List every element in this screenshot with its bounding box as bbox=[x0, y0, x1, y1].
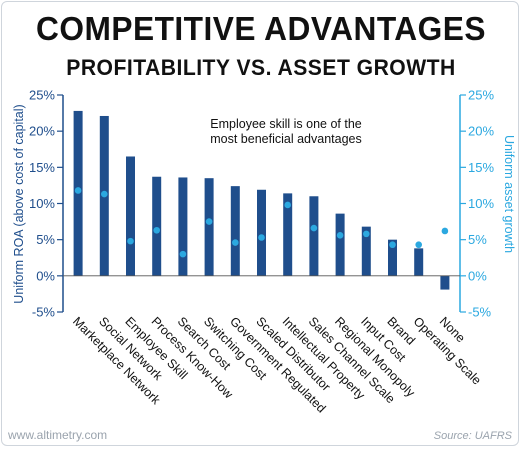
asset-growth-point bbox=[205, 218, 213, 225]
left-tick-label: 10% bbox=[29, 196, 55, 211]
right-axis-label: Uniform asset growth bbox=[502, 135, 516, 253]
roa-bar bbox=[230, 186, 240, 276]
asset-growth-point bbox=[389, 241, 396, 249]
right-tick-label: 25% bbox=[468, 88, 494, 103]
roa-bar bbox=[178, 177, 188, 276]
asset-growth-point bbox=[284, 201, 292, 209]
annotation-line-2: most beneficial advantages bbox=[210, 132, 361, 146]
right-tick-label: 5% bbox=[468, 232, 487, 247]
asset-growth-point bbox=[258, 234, 265, 241]
asset-growth-point bbox=[336, 232, 344, 239]
asset-growth-point bbox=[74, 187, 82, 194]
asset-growth-point bbox=[179, 250, 187, 258]
roa-bar bbox=[414, 248, 424, 276]
right-axis: -5% 0% 5% 10% 15% 20% 25% bbox=[459, 88, 494, 320]
chart-title: COMPETITIVE ADVANTAGES bbox=[36, 10, 486, 47]
asset-growth-point bbox=[363, 230, 370, 238]
annotation-line-1: Employee skill is one of the bbox=[210, 117, 362, 131]
roa-bar bbox=[257, 189, 266, 276]
asset-growth-points bbox=[74, 187, 449, 258]
asset-growth-point bbox=[415, 241, 423, 249]
roa-bar bbox=[440, 275, 450, 290]
left-tick-label: 0% bbox=[36, 268, 55, 283]
asset-growth-point bbox=[101, 190, 108, 198]
roa-bar bbox=[152, 176, 162, 276]
roa-bar bbox=[361, 226, 371, 276]
chart-subtitle: PROFITABILITY VS. ASSET GROWTH bbox=[66, 55, 456, 80]
asset-growth-point bbox=[441, 227, 449, 235]
asset-growth-point bbox=[153, 226, 160, 234]
left-axis: -5% 0% 5% 10% 15% 20% 25% bbox=[29, 88, 64, 320]
left-axis-label: Uniform ROA (above cost of capital) bbox=[12, 104, 26, 303]
right-tick-label: 15% bbox=[468, 160, 494, 175]
footer-website: www.altimetry.com bbox=[8, 428, 108, 442]
left-tick-label: -5% bbox=[32, 305, 56, 320]
right-tick-label: 20% bbox=[468, 124, 494, 139]
roa-bar bbox=[204, 178, 214, 276]
right-tick-label: -5% bbox=[468, 305, 492, 320]
asset-growth-point bbox=[310, 224, 318, 232]
roa-bar bbox=[335, 213, 345, 276]
roa-bar bbox=[388, 239, 397, 276]
roa-bar bbox=[283, 193, 293, 276]
roa-bar bbox=[309, 196, 319, 276]
asset-growth-point bbox=[232, 239, 239, 246]
left-tick-label: 25% bbox=[29, 88, 55, 103]
right-tick-label: 10% bbox=[468, 196, 494, 211]
left-tick-label: 5% bbox=[36, 232, 55, 247]
left-tick-label: 20% bbox=[29, 124, 55, 139]
roa-bar bbox=[126, 156, 135, 276]
left-tick-label: 15% bbox=[29, 160, 55, 175]
right-tick-label: 0% bbox=[468, 268, 487, 283]
asset-growth-point bbox=[127, 237, 134, 245]
footer-source: Source: UAFRS bbox=[433, 430, 512, 442]
